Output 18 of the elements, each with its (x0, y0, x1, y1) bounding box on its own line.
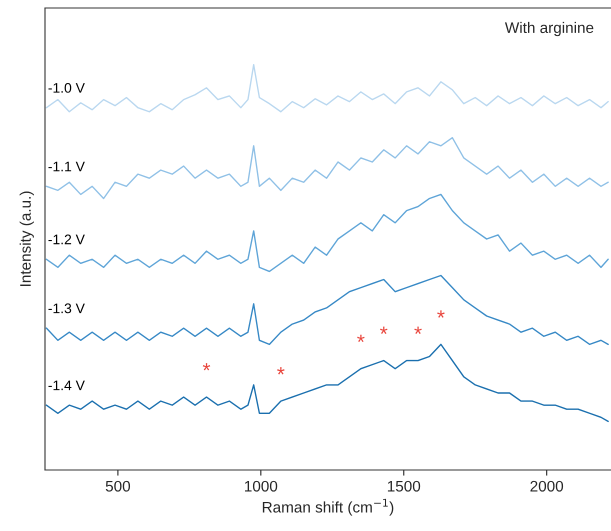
x-tick-label: 2000 (530, 480, 564, 492)
annotation: * (357, 334, 365, 342)
text: With arginine (504, 22, 594, 36)
annotation: * (437, 310, 445, 318)
x-axis-title: Raman shift (cm$^{−1}$) (262, 498, 394, 516)
x-tick-label: 1500 (388, 480, 420, 492)
series-label: -1.3 V (48, 303, 85, 314)
annotation: * (380, 326, 388, 334)
series-label: -1.2 V (48, 234, 85, 244)
annotation: * (277, 367, 285, 374)
x-tick-label: 1000 (244, 480, 278, 492)
annotation: * (414, 326, 422, 334)
annotation: * (202, 363, 210, 370)
series-label: -1.4 V (48, 380, 85, 390)
x-tick-label: 500 (106, 480, 130, 492)
series-label: -1.0 V (48, 82, 85, 93)
y-axis-title: Intensity (a.u.) (20, 192, 34, 286)
series-label: -1.1 V (48, 162, 85, 172)
